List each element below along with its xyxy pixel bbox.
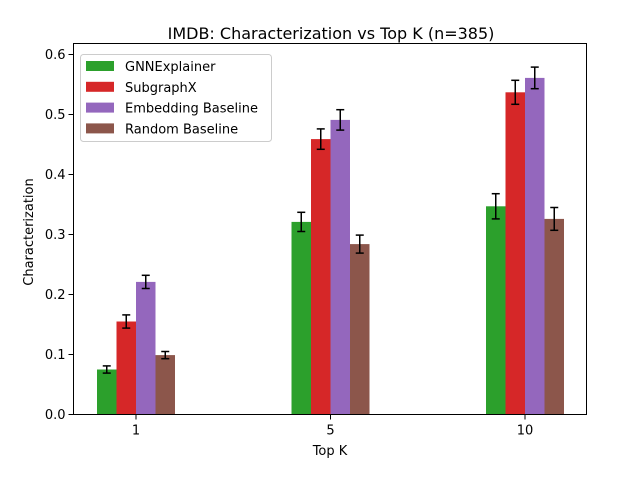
bar-embedding-baseline-k1 [136, 281, 156, 415]
errorbars-layer [102, 66, 559, 374]
bar-random-baseline-k5 [350, 244, 370, 415]
x-tick-label: 5 [326, 424, 334, 439]
errorbar-gnnexplainer-k5 [297, 211, 306, 233]
bar-random-baseline-k10 [544, 218, 564, 415]
legend-swatch-gnnexplainer [86, 61, 114, 71]
legend-box [80, 54, 272, 142]
y-tick-label: 0.1 [45, 348, 66, 363]
x-axis-title: Top K [312, 444, 348, 459]
x-axis: 1 5 10 [132, 414, 534, 439]
legend-label-random-baseline: Random Baseline [125, 122, 238, 137]
errorbar-subgraphx-k5 [316, 128, 325, 151]
bar-embedding-baseline-k5 [330, 119, 350, 415]
y-axis: 0.0 0.1 0.2 0.3 0.4 0.5 0.6 [45, 48, 74, 423]
errorbar-subgraphx-k1 [122, 314, 131, 329]
errorbar-random-baseline-k5 [355, 234, 364, 254]
legend-swatch-random-baseline [86, 123, 114, 134]
bar-gnnexplainer-k5 [291, 221, 311, 415]
y-tick-label: 0.0 [45, 408, 66, 423]
bar-subgraphx-k1 [116, 321, 136, 415]
y-tick-label: 0.2 [45, 288, 66, 303]
errorbar-gnnexplainer-k1 [102, 365, 111, 374]
legend-swatch-subgraphx [86, 81, 114, 92]
legend-label-subgraphx: SubgraphX [125, 81, 197, 96]
y-tick-label: 0.4 [45, 168, 66, 183]
legend: GNNExplainer SubgraphX Embedding Baseline R… [80, 54, 272, 142]
bar-random-baseline-k1 [155, 355, 175, 415]
errorbar-random-baseline-k10 [550, 206, 559, 232]
bar-gnnexplainer-k1 [97, 369, 117, 415]
y-tick-label: 0.6 [45, 48, 66, 63]
y-tick-label: 0.3 [45, 228, 66, 243]
x-tick-label: 10 [517, 424, 534, 439]
errorbar-subgraphx-k10 [511, 79, 520, 106]
errorbar-embedding-baseline-k1 [141, 274, 150, 290]
errorbar-embedding-baseline-k10 [530, 66, 539, 90]
x-tick-label: 1 [132, 424, 140, 439]
legend-label-embedding-baseline: Embedding Baseline [125, 102, 258, 117]
errorbar-embedding-baseline-k5 [336, 108, 345, 131]
legend-label-gnnexplainer: GNNExplainer [125, 60, 216, 75]
errorbar-gnnexplainer-k10 [491, 192, 500, 220]
bars-layer [97, 77, 564, 415]
bar-subgraphx-k5 [311, 139, 331, 415]
bar-embedding-baseline-k10 [525, 77, 545, 415]
errorbar-random-baseline-k1 [161, 350, 170, 360]
y-axis-title: Characterization [22, 178, 37, 286]
bar-gnnexplainer-k10 [486, 206, 506, 415]
y-tick-label: 0.5 [45, 108, 66, 123]
bar-subgraphx-k10 [505, 92, 525, 415]
legend-swatch-embedding-baseline [86, 102, 114, 113]
chart-title: IMDB: Characterization vs Top K (n=385) [168, 24, 495, 43]
